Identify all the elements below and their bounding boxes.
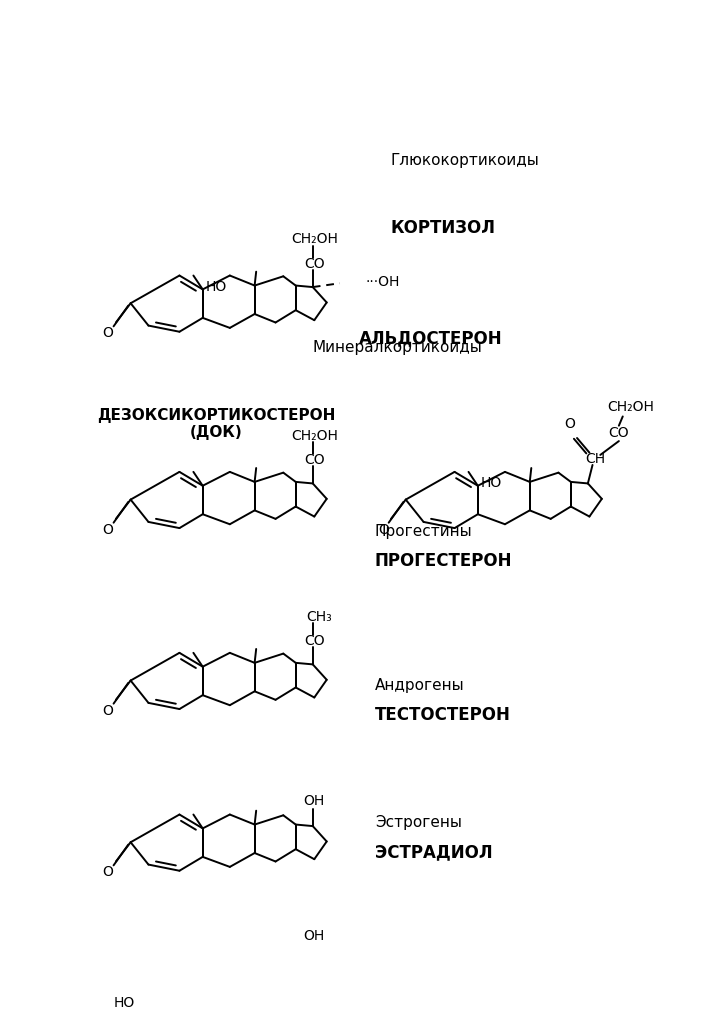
Text: Прогестины: Прогестины (375, 524, 472, 540)
Text: CO: CO (608, 426, 629, 441)
Text: ТЕСТОСТЕРОН: ТЕСТОСТЕРОН (375, 706, 510, 724)
Text: OH: OH (303, 795, 325, 808)
Text: КОРТИЗОЛ: КОРТИЗОЛ (390, 219, 495, 236)
Text: ПРОГЕСТЕРОН: ПРОГЕСТЕРОН (375, 552, 513, 571)
Text: O: O (103, 326, 113, 341)
Text: АЛЬДОСТЕРОН: АЛЬДОСТЕРОН (359, 329, 503, 347)
Text: Минералкортикоиды: Минералкортикоиды (313, 340, 482, 355)
Text: ЭСТРАДИОЛ: ЭСТРАДИОЛ (375, 843, 492, 862)
Text: Андрогены: Андрогены (375, 678, 465, 694)
Text: O: O (103, 865, 113, 879)
Text: CO: CO (304, 635, 325, 648)
Text: CO: CO (304, 453, 325, 467)
Text: CH₂OH: CH₂OH (607, 400, 654, 414)
Text: O: O (103, 704, 113, 717)
Text: ДЕЗОКСИКОРТИКОСТЕРОН
(ДОК): ДЕЗОКСИКОРТИКОСТЕРОН (ДОК) (96, 408, 335, 441)
Text: HO: HO (114, 996, 135, 1010)
Text: O: O (378, 522, 389, 537)
Text: CO: CO (304, 257, 325, 271)
Text: ···OH: ···OH (365, 276, 400, 289)
Text: CH₂OH: CH₂OH (291, 428, 338, 443)
Text: Глюкокортикоиды: Глюкокортикоиды (390, 154, 539, 168)
Text: HO: HO (481, 477, 502, 490)
Text: CH₂OH: CH₂OH (291, 232, 338, 247)
Text: Эстрогены: Эстрогены (375, 815, 462, 831)
Text: CH: CH (586, 452, 605, 465)
Text: HO: HO (206, 280, 227, 294)
Text: CH₃: CH₃ (306, 610, 332, 623)
Text: OH: OH (303, 929, 325, 943)
Text: O: O (564, 417, 574, 431)
Text: O: O (103, 522, 113, 537)
